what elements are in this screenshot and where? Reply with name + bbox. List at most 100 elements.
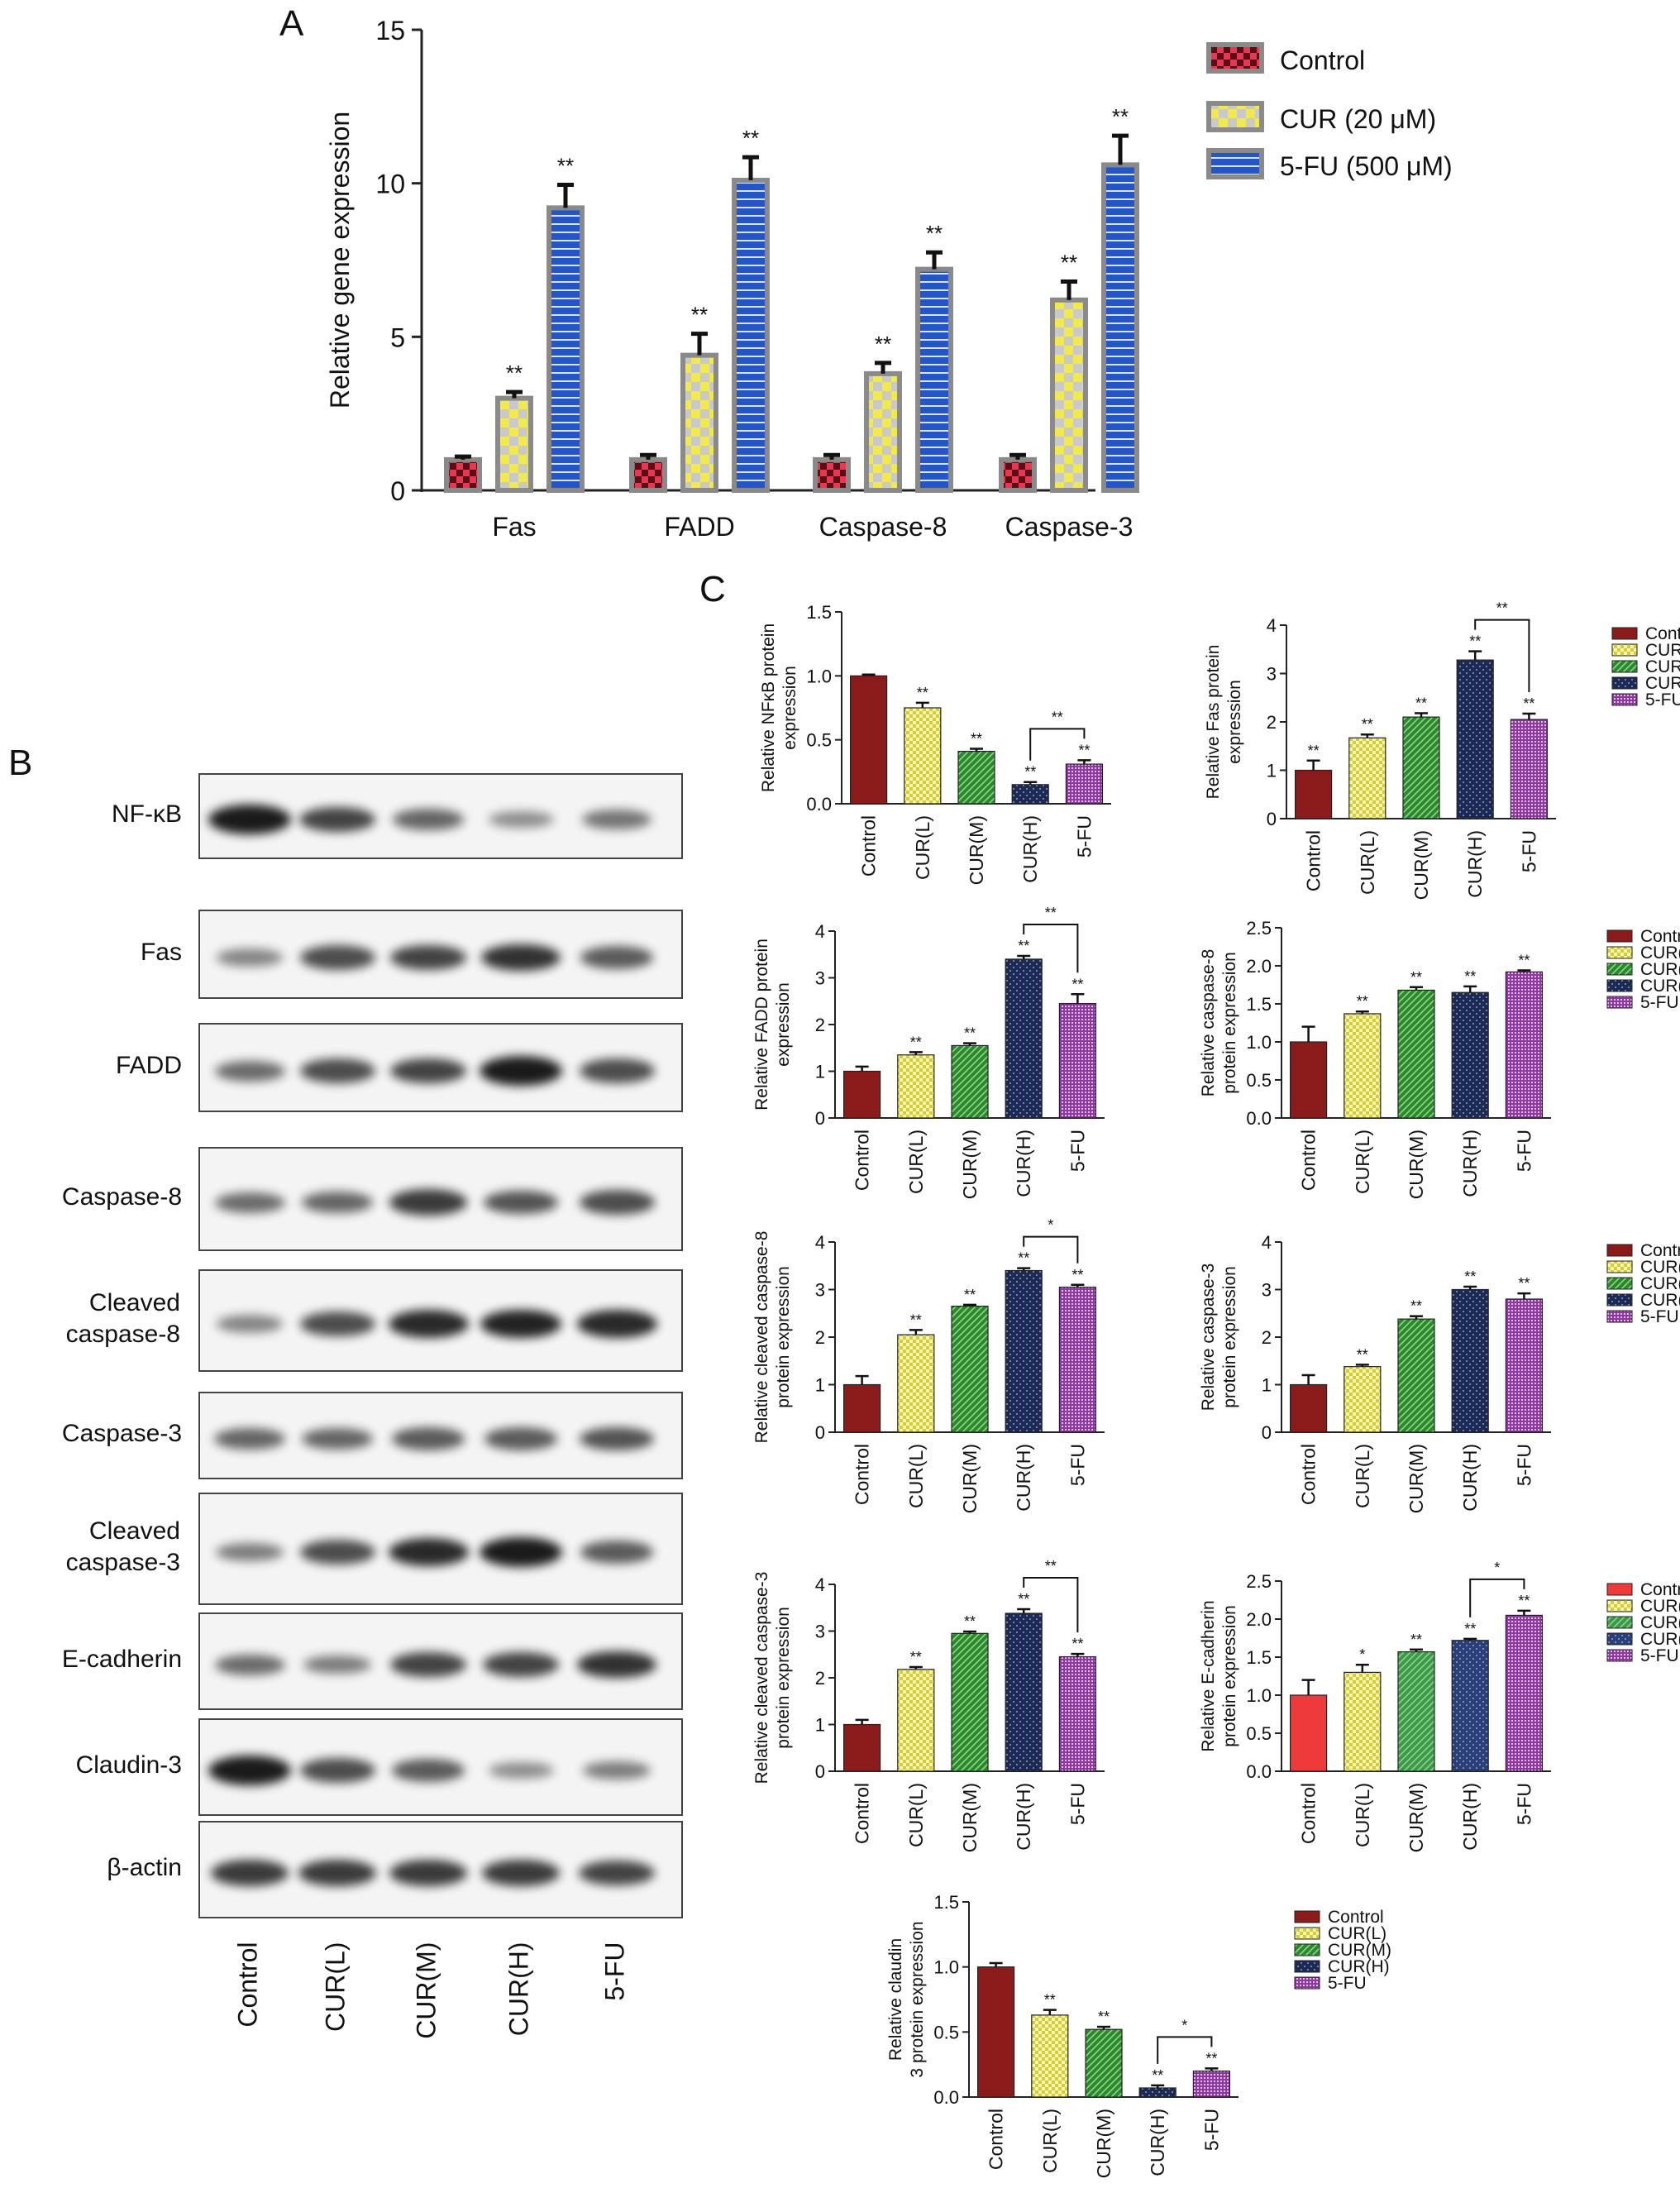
y-tick-label: 0 (815, 1108, 825, 1129)
bar (1005, 1269, 1043, 1433)
legend-label: CUR(L) (1328, 1924, 1386, 1943)
x-tick-label: CUR(M) (1406, 1130, 1427, 1199)
legend-swatch (1606, 1260, 1633, 1273)
significance-label: ** (964, 1287, 976, 1303)
bar (629, 456, 667, 493)
legend-label: CUR(H) (1645, 674, 1680, 693)
significance-label: ** (1052, 709, 1063, 725)
x-tick-label: CUR(H) (1019, 815, 1041, 883)
legend-swatch (1611, 627, 1638, 640)
significance-label: ** (910, 1034, 922, 1050)
legend-label: CUR(M) (1640, 1274, 1680, 1293)
significance-label: ** (910, 1311, 922, 1328)
y-tick-label: 2.0 (1246, 956, 1272, 977)
bar (842, 1383, 881, 1433)
significance-label: ** (1410, 1298, 1422, 1315)
bar (976, 1966, 1015, 2098)
bar (1344, 1671, 1382, 1772)
y-tick-label: 0.5 (1246, 1070, 1272, 1091)
bar (951, 1306, 989, 1433)
blot-protein-label: FADD (115, 1052, 182, 1079)
blot-band (214, 1192, 285, 1213)
legend-swatch (1206, 42, 1264, 74)
y-tick-label: 2.0 (1246, 1609, 1272, 1630)
y-tick-label: 1 (1262, 1375, 1272, 1396)
y-tick-label: 0 (815, 1422, 825, 1443)
blot-band (580, 946, 653, 969)
blot-band (214, 1654, 285, 1675)
x-tick-label: CUR(H) (1459, 1783, 1481, 1851)
y-tick-label: 4 (1262, 1232, 1272, 1253)
significance-label: ** (1018, 1250, 1029, 1267)
gene-expression-chart: 0 5 10 15 Relative gene expression Fas ** ** FAD… (325, 16, 1453, 542)
blot-protein-label: Caspase-8 (61, 1183, 182, 1211)
significance-label: ** (1357, 993, 1368, 1010)
protein-chart-C8: 0.0 0.5 1.0 1.5 2.0 2.5 Relative E-cadherin pro… (1199, 1560, 1680, 1852)
x-tick-label: 5-FU (1513, 1783, 1534, 1825)
bar (1005, 1612, 1043, 1772)
blot-protein-label: Fas (140, 939, 182, 966)
y-axis-label: Relative E-cadherin (1199, 1600, 1218, 1751)
significance-label: ** (1045, 1558, 1057, 1574)
blot-strip (198, 1493, 683, 1605)
blot-band (208, 805, 291, 834)
significance-label: ** (964, 1613, 976, 1630)
bar (1397, 989, 1435, 1119)
blot-strip (198, 1718, 683, 1816)
legend-label: Control (1645, 624, 1680, 643)
x-tick-label: Fas (492, 512, 536, 542)
legend-label: CUR(H) (1640, 1630, 1680, 1649)
blot-protein-label: Cleaved caspase-3 (65, 1517, 180, 1576)
significance-label: ** (1362, 716, 1373, 733)
significance-label: ** (1071, 1636, 1083, 1652)
blot-band (484, 1427, 557, 1450)
legend-swatch (1611, 693, 1638, 706)
blot-strip (198, 1392, 683, 1479)
significance-label: ** (1044, 1992, 1056, 2009)
significance-label: ** (557, 154, 574, 179)
legend-swatch (1206, 148, 1264, 179)
bar (1289, 1041, 1328, 1119)
legend-label: Control (1328, 1908, 1384, 1927)
x-tick-label: Control (852, 1130, 873, 1191)
legend-swatch (1294, 1927, 1320, 1940)
blot-band (484, 1190, 558, 1215)
bar (999, 456, 1037, 493)
x-tick-label: 5-FU (1067, 1130, 1088, 1172)
significance-label: ** (1308, 743, 1320, 759)
blot-band (388, 1310, 469, 1338)
y-axis-label: expression (774, 982, 793, 1067)
y-axis-label: expression (1225, 680, 1244, 764)
significance-label: ** (1205, 2050, 1217, 2066)
bar (1031, 2014, 1069, 2098)
bar (680, 352, 718, 494)
y-tick-label: 3 (815, 1622, 825, 1642)
x-tick-label: CUR(M) (959, 1130, 981, 1199)
significance-label: ** (1464, 1268, 1476, 1285)
blot-strip (198, 1821, 683, 1918)
bar (1058, 1655, 1097, 1772)
y-axis-label: protein expression (1220, 952, 1239, 1094)
legend-label: CUR(L) (1640, 944, 1680, 963)
blot-band (214, 1060, 285, 1082)
legend-label: CUR (20 μM) (1280, 104, 1436, 134)
legend-swatch (1606, 1599, 1633, 1612)
panel-a-letter: A (279, 3, 304, 44)
blot-strip (198, 910, 683, 999)
x-tick-label: 5-FU (1518, 830, 1539, 872)
blot-band (216, 1315, 284, 1333)
y-tick-label: 4 (815, 1232, 825, 1253)
significance-label: * (1494, 1560, 1500, 1576)
significance-bracket (1469, 1578, 1525, 1617)
protein-chart-C4: 0.0 0.5 1.0 1.5 2.0 2.5 Relative caspase-8 prot… (1199, 918, 1680, 1199)
y-axis-label: Relative caspase-8 (1199, 949, 1218, 1097)
x-tick-label: 5-FU (1513, 1444, 1534, 1486)
significance-label: ** (1496, 600, 1508, 617)
bar (1011, 784, 1049, 805)
blot-band (482, 1860, 560, 1886)
legend-label: Control (1640, 1241, 1680, 1260)
bar (897, 1054, 935, 1119)
legend-label: 5-FU (1640, 993, 1679, 1012)
legend-label: CUR(L) (1645, 641, 1680, 660)
significance-label: ** (910, 1649, 922, 1665)
